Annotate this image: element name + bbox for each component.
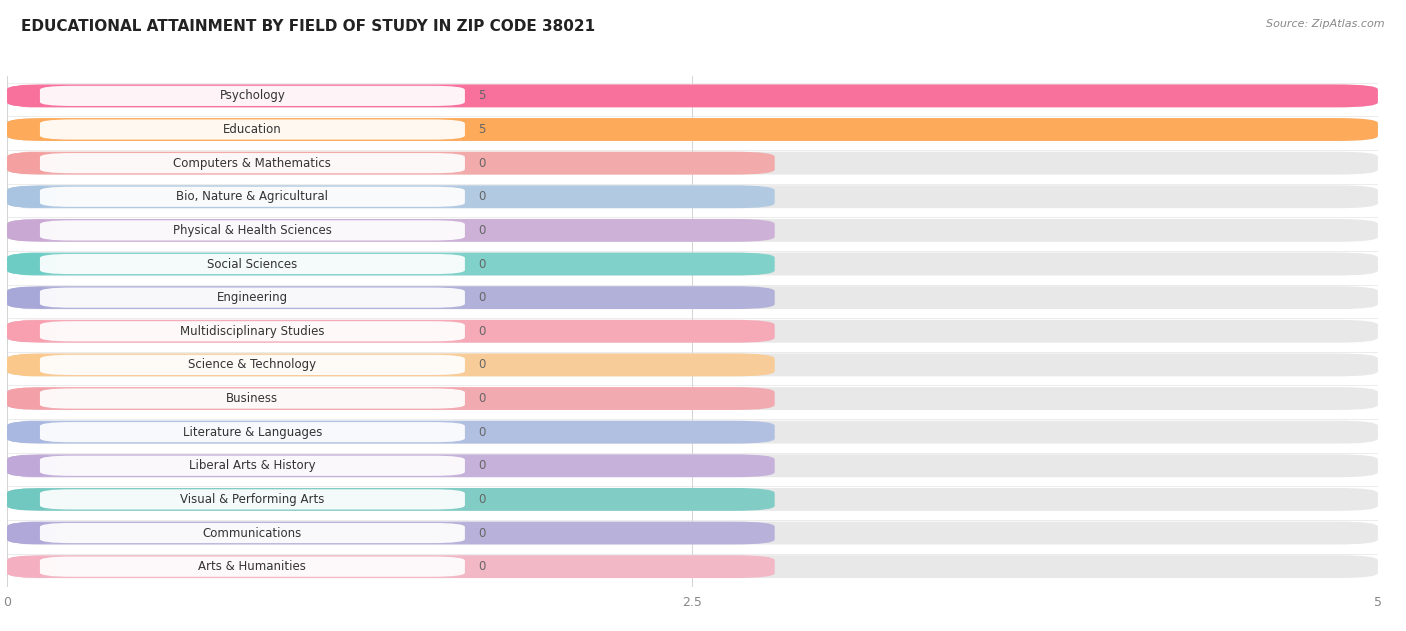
FancyBboxPatch shape <box>39 389 465 409</box>
FancyBboxPatch shape <box>7 353 1378 376</box>
FancyBboxPatch shape <box>39 187 465 207</box>
Text: Engineering: Engineering <box>217 291 288 304</box>
FancyBboxPatch shape <box>7 320 1378 343</box>
Text: 0: 0 <box>478 493 486 506</box>
FancyBboxPatch shape <box>7 421 1378 444</box>
FancyBboxPatch shape <box>7 522 1378 545</box>
FancyBboxPatch shape <box>7 286 775 309</box>
Text: EDUCATIONAL ATTAINMENT BY FIELD OF STUDY IN ZIP CODE 38021: EDUCATIONAL ATTAINMENT BY FIELD OF STUDY… <box>21 19 595 34</box>
FancyBboxPatch shape <box>7 387 56 410</box>
FancyBboxPatch shape <box>39 355 465 375</box>
Text: 0: 0 <box>478 191 486 203</box>
FancyBboxPatch shape <box>39 254 465 274</box>
FancyBboxPatch shape <box>7 522 775 545</box>
FancyBboxPatch shape <box>7 219 1378 242</box>
FancyBboxPatch shape <box>7 320 56 343</box>
Text: Business: Business <box>226 392 278 405</box>
FancyBboxPatch shape <box>7 186 775 208</box>
FancyBboxPatch shape <box>7 186 56 208</box>
FancyBboxPatch shape <box>7 353 775 376</box>
FancyBboxPatch shape <box>7 286 1378 309</box>
Text: Multidisciplinary Studies: Multidisciplinary Studies <box>180 325 325 338</box>
Text: 5: 5 <box>478 90 486 102</box>
FancyBboxPatch shape <box>7 85 1378 107</box>
FancyBboxPatch shape <box>39 153 465 174</box>
FancyBboxPatch shape <box>7 488 1378 511</box>
Text: 0: 0 <box>478 426 486 439</box>
Text: 0: 0 <box>478 392 486 405</box>
FancyBboxPatch shape <box>7 522 56 545</box>
FancyBboxPatch shape <box>7 353 56 376</box>
Text: Bio, Nature & Agricultural: Bio, Nature & Agricultural <box>176 191 329 203</box>
Text: Source: ZipAtlas.com: Source: ZipAtlas.com <box>1267 19 1385 29</box>
FancyBboxPatch shape <box>39 321 465 341</box>
Text: 5: 5 <box>478 123 486 136</box>
FancyBboxPatch shape <box>7 454 775 477</box>
FancyBboxPatch shape <box>7 85 56 107</box>
Text: Education: Education <box>224 123 281 136</box>
Text: 0: 0 <box>478 560 486 573</box>
Text: 0: 0 <box>478 156 486 170</box>
FancyBboxPatch shape <box>7 286 56 309</box>
Text: 0: 0 <box>478 325 486 338</box>
FancyBboxPatch shape <box>7 219 775 242</box>
FancyBboxPatch shape <box>7 421 775 444</box>
FancyBboxPatch shape <box>7 555 775 578</box>
FancyBboxPatch shape <box>7 320 775 343</box>
FancyBboxPatch shape <box>7 118 1378 141</box>
Text: Arts & Humanities: Arts & Humanities <box>198 560 307 573</box>
FancyBboxPatch shape <box>39 489 465 509</box>
Text: 0: 0 <box>478 526 486 540</box>
FancyBboxPatch shape <box>7 252 1378 276</box>
Text: Visual & Performing Arts: Visual & Performing Arts <box>180 493 325 506</box>
FancyBboxPatch shape <box>7 454 56 477</box>
FancyBboxPatch shape <box>7 421 56 444</box>
FancyBboxPatch shape <box>7 118 56 141</box>
FancyBboxPatch shape <box>7 488 775 511</box>
FancyBboxPatch shape <box>7 454 1378 477</box>
FancyBboxPatch shape <box>7 186 1378 208</box>
FancyBboxPatch shape <box>7 151 1378 175</box>
FancyBboxPatch shape <box>7 555 1378 578</box>
FancyBboxPatch shape <box>39 456 465 476</box>
FancyBboxPatch shape <box>7 151 775 175</box>
Text: Science & Technology: Science & Technology <box>188 358 316 372</box>
FancyBboxPatch shape <box>39 523 465 543</box>
Text: Physical & Health Sciences: Physical & Health Sciences <box>173 224 332 237</box>
FancyBboxPatch shape <box>7 219 56 242</box>
Text: Liberal Arts & History: Liberal Arts & History <box>188 459 316 472</box>
Text: 0: 0 <box>478 257 486 271</box>
FancyBboxPatch shape <box>7 151 56 175</box>
FancyBboxPatch shape <box>7 555 56 578</box>
FancyBboxPatch shape <box>39 422 465 442</box>
Text: Literature & Languages: Literature & Languages <box>183 426 322 439</box>
Text: 0: 0 <box>478 459 486 472</box>
FancyBboxPatch shape <box>7 118 1378 141</box>
Text: Psychology: Psychology <box>219 90 285 102</box>
FancyBboxPatch shape <box>39 119 465 139</box>
Text: Computers & Mathematics: Computers & Mathematics <box>173 156 332 170</box>
Text: Communications: Communications <box>202 526 302 540</box>
FancyBboxPatch shape <box>39 288 465 308</box>
FancyBboxPatch shape <box>39 557 465 577</box>
FancyBboxPatch shape <box>39 86 465 106</box>
FancyBboxPatch shape <box>7 488 56 511</box>
FancyBboxPatch shape <box>7 252 56 276</box>
Text: 0: 0 <box>478 224 486 237</box>
FancyBboxPatch shape <box>7 387 775 410</box>
FancyBboxPatch shape <box>7 85 1378 107</box>
FancyBboxPatch shape <box>7 252 775 276</box>
Text: Social Sciences: Social Sciences <box>207 257 298 271</box>
FancyBboxPatch shape <box>7 387 1378 410</box>
Text: 0: 0 <box>478 358 486 372</box>
Text: 0: 0 <box>478 291 486 304</box>
FancyBboxPatch shape <box>39 220 465 240</box>
